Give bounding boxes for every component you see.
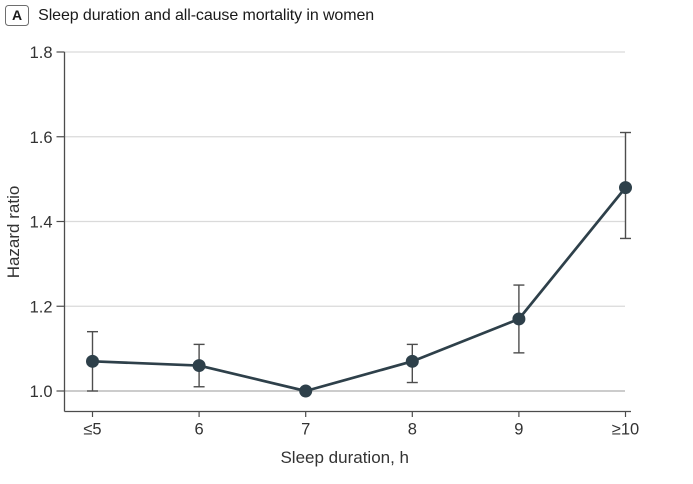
x-tick-label: ≤5 [83, 421, 101, 439]
y-tick-label: 1.0 [30, 383, 53, 401]
y-tick-label: 1.2 [30, 298, 53, 316]
x-tick-label: 6 [195, 421, 204, 439]
x-tick-label: 7 [301, 421, 310, 439]
data-point-≥10 [619, 181, 632, 195]
x-tick-label: ≥10 [612, 421, 639, 439]
x-tick-label: 8 [408, 421, 417, 439]
y-axis-title: Hazard ratio [4, 186, 23, 279]
y-tick-label: 1.6 [30, 129, 53, 147]
hazard-ratio-line [91, 186, 627, 393]
x-axis-title: Sleep duration, h [280, 448, 409, 467]
figure-header: A Sleep duration and all-cause mortality… [5, 5, 374, 26]
data-point-9 [512, 312, 526, 326]
figure-title: Sleep duration and all-cause mortality i… [38, 6, 375, 24]
panel-label-badge: A [5, 5, 30, 26]
y-tick-label: 1.4 [30, 214, 53, 232]
y-tick-label: 1.8 [30, 44, 53, 62]
data-point-8 [405, 354, 419, 368]
x-tick-label: 9 [514, 421, 523, 439]
data-point-6 [192, 359, 206, 373]
data-point-≤5 [86, 354, 99, 368]
data-point-7 [299, 384, 313, 398]
